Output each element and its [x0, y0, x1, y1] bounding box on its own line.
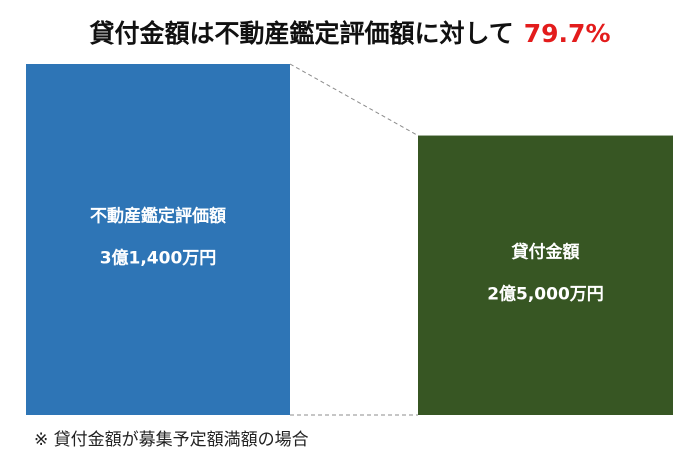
title-text: 貸付金額は不動産鑑定評価額に対して [89, 19, 514, 48]
title-ratio: 79.7% [523, 19, 611, 48]
bar-1 [26, 64, 290, 415]
footnote: ※ 貸付金額が募集予定額満額の場合 [34, 430, 309, 450]
bar-2-value-label: 2億5,000万円 [487, 283, 604, 304]
connector-top [289, 63, 419, 136]
bar-2 [418, 135, 673, 416]
bar-1-category-label: 不動産鑑定評価額 [90, 206, 226, 227]
chart-title: 貸付金額は不動産鑑定評価額に対して 79.7% [0, 14, 700, 50]
bar-2-category-label: 貸付金額 [511, 241, 580, 262]
bar-1-value-label: 3億1,400万円 [100, 248, 217, 269]
